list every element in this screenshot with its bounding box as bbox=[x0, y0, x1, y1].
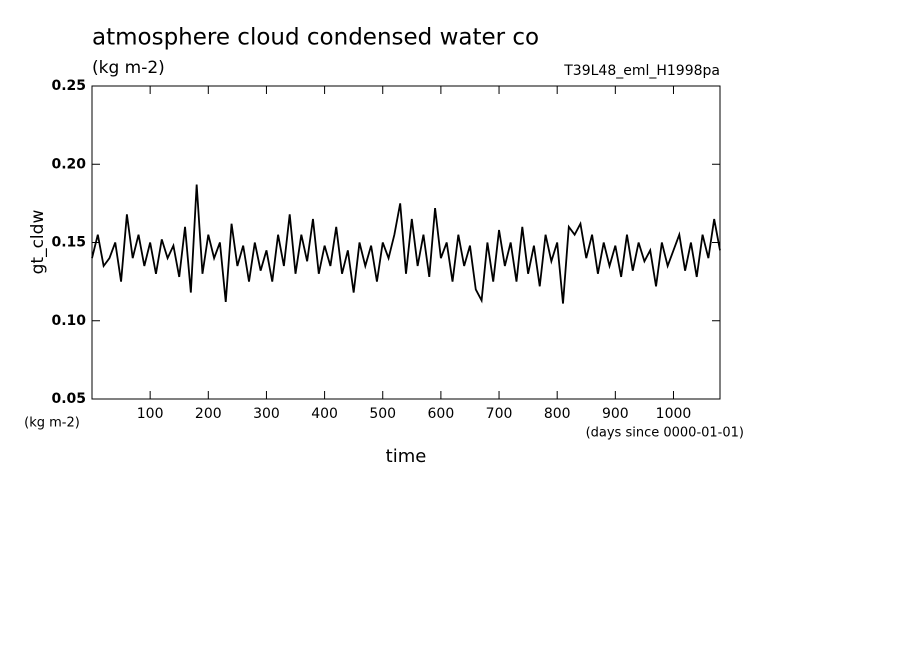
y-tick-label: 0.25 bbox=[51, 78, 86, 94]
x-tick-label: 1000 bbox=[656, 406, 692, 422]
data-line bbox=[91, 184, 721, 304]
x-tick-label: 800 bbox=[544, 406, 571, 422]
y-tick-label: 0.10 bbox=[51, 313, 86, 329]
x-units: (days since 0000-01-01) bbox=[586, 426, 744, 441]
y-axis-label: gt_cldw bbox=[28, 210, 48, 275]
subtitle: (kg m-2) bbox=[92, 58, 165, 78]
y-tick-label: 0.05 bbox=[51, 391, 86, 407]
x-tick-label: 700 bbox=[486, 406, 513, 422]
x-tick-label: 100 bbox=[137, 406, 164, 422]
x-tick-label: 600 bbox=[428, 406, 455, 422]
x-axis-label: time bbox=[386, 446, 427, 467]
chart-title: atmosphere cloud condensed water co bbox=[92, 25, 539, 51]
x-tick-label: 900 bbox=[602, 406, 629, 422]
y-tick-label: 0.15 bbox=[51, 235, 86, 251]
x-tick-label: 300 bbox=[253, 406, 280, 422]
y-tick-label: 0.20 bbox=[51, 156, 86, 172]
run-label: T39L48_eml_H1998pa bbox=[563, 63, 720, 79]
x-tick-label: 200 bbox=[195, 406, 222, 422]
x-tick-label: 500 bbox=[369, 406, 396, 422]
x-tick-label: 400 bbox=[311, 406, 338, 422]
y-units: (kg m-2) bbox=[24, 416, 80, 431]
